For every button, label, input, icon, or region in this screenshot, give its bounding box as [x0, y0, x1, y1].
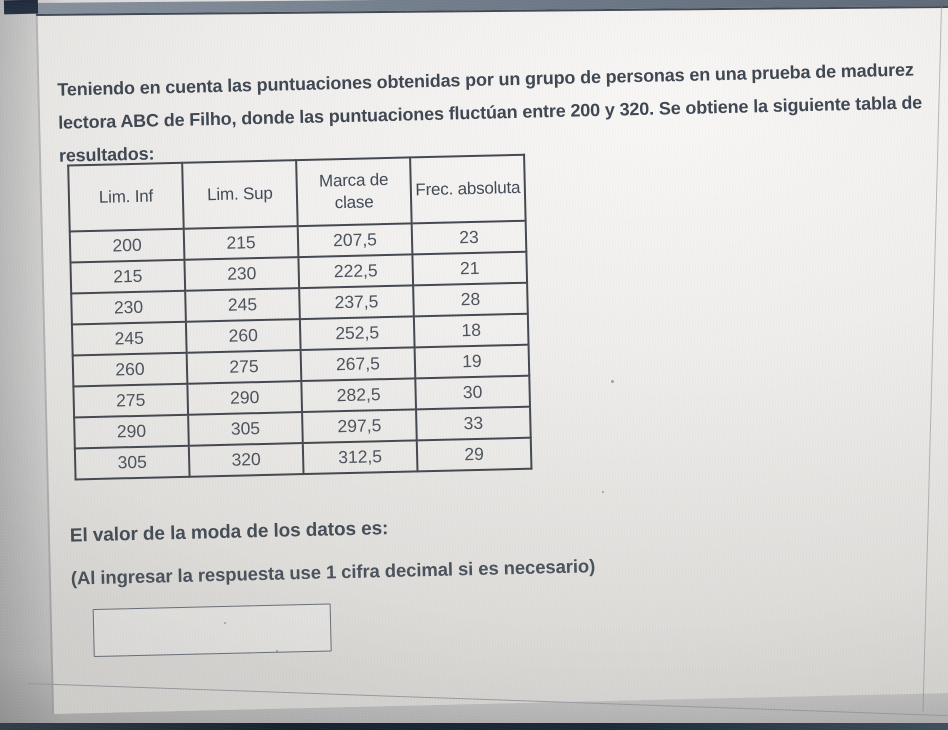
table-cell: 18 — [413, 313, 529, 348]
table-cell: 245 — [71, 321, 187, 356]
answer-input[interactable] — [92, 603, 332, 658]
question-panel: Teniendo en cuenta las puntuaciones obte… — [35, 0, 948, 715]
answer-format-hint: (Al ingresar la respuesta use 1 cifra de… — [70, 554, 596, 589]
table-cell: 29 — [416, 437, 532, 472]
mode-question-label: El valor de la moda de los datos es: — [69, 518, 389, 547]
table-cell: 230 — [71, 290, 186, 325]
table-cell: 275 — [73, 383, 189, 418]
results-table-body: 200 215 207,5 23 215 230 222,5 21 230 245 237,5 28 2… — [69, 220, 532, 480]
results-table: Lim. Inf Lim. Sup Marca de clase Frec. abso… — [67, 153, 533, 481]
navy-ui-fragment — [3, 0, 39, 15]
table-cell: 312,5 — [302, 440, 418, 475]
table-cell: 282,5 — [301, 378, 417, 413]
table-cell: 222,5 — [298, 254, 414, 289]
table-cell: 305 — [188, 412, 303, 446]
table-cell: 237,5 — [299, 285, 414, 320]
column-header: Lim. Sup — [182, 160, 298, 229]
table-cell: 305 — [74, 445, 190, 480]
header-row: Lim. Inf Lim. Sup Marca de clase Frec. abso… — [68, 154, 526, 232]
results-table-head: Lim. Inf Lim. Sup Marca de clase Frec. abso… — [68, 154, 526, 232]
column-header: Marca de clase — [296, 157, 412, 227]
table-cell: 275 — [186, 350, 302, 384]
table-cell: 252,5 — [299, 316, 415, 351]
screen-bottom-edge — [0, 723, 948, 730]
table-cell: 200 — [69, 228, 185, 263]
table-cell: 260 — [185, 319, 301, 353]
table-cell: 19 — [414, 344, 530, 379]
table-cell: 30 — [415, 375, 530, 410]
table-cell: 267,5 — [300, 347, 416, 382]
column-header: Frec. absoluta — [410, 154, 526, 224]
table-cell: 320 — [188, 443, 304, 477]
table-cell: 245 — [185, 288, 300, 322]
table-cell: 230 — [184, 257, 300, 291]
table-cell: 215 — [183, 226, 299, 260]
table-cell: 207,5 — [297, 223, 413, 258]
table-cell: 290 — [187, 381, 303, 415]
table-cell: 215 — [70, 259, 186, 294]
table-cell: 28 — [413, 282, 528, 317]
table-cell: 21 — [412, 251, 528, 286]
table-cell: 23 — [411, 220, 527, 255]
table-cell: 290 — [74, 414, 189, 449]
table-cell: 297,5 — [302, 409, 417, 444]
table-cell: 260 — [72, 352, 188, 387]
column-header: Lim. Inf — [68, 162, 184, 232]
table-cell: 33 — [416, 406, 531, 441]
